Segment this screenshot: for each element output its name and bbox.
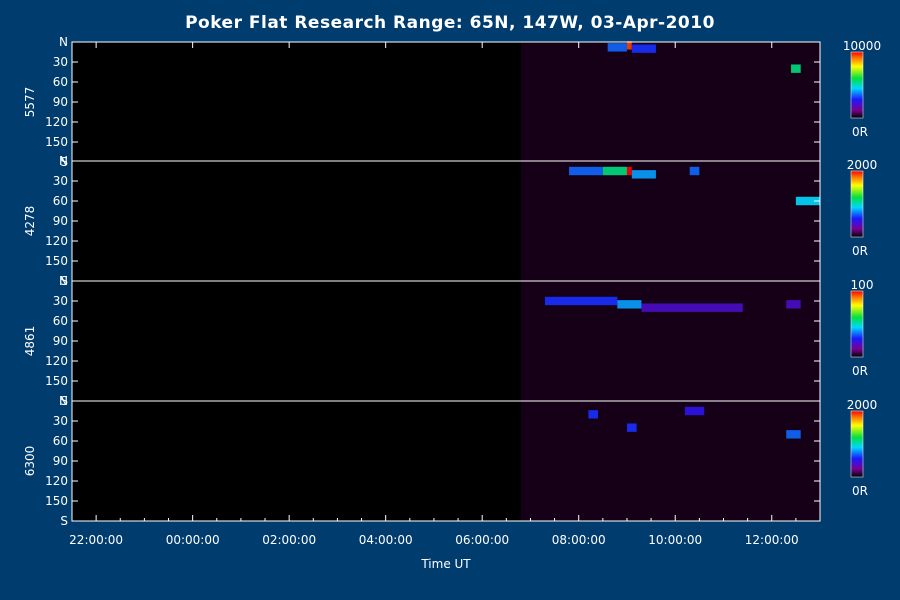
colorbar: [850, 290, 864, 358]
y-tick-label: 60: [53, 75, 68, 89]
y-tick-label: 120: [45, 474, 68, 488]
emission-feature: [626, 166, 632, 176]
y-tick-label: S: [60, 155, 68, 169]
emission-feature: [626, 423, 637, 432]
panel-6300: N 30 60 90 120 150 S 6300 2000 0R: [23, 394, 877, 528]
x-tick-label: 06:00:00: [455, 533, 509, 547]
panel-wavelength-label: 5577: [23, 87, 37, 118]
emission-feature: [786, 300, 801, 309]
panel-4278: N 30 60 90 120 150 S 4278 2000 0R: [23, 154, 877, 288]
data-coverage: [520, 42, 820, 162]
emission-feature: [795, 196, 820, 206]
x-tick-label: 00:00:00: [166, 533, 220, 547]
colorbar-min-label: 0R: [852, 484, 868, 498]
y-tick-label: 90: [53, 214, 68, 228]
emission-feature: [631, 170, 656, 179]
colorbar-max-label: 100: [851, 278, 874, 292]
y-tick-label: 30: [53, 414, 68, 428]
emission-feature: [631, 44, 656, 53]
y-tick-label: 150: [45, 494, 68, 508]
emission-feature: [544, 296, 618, 306]
y-tick-label: 150: [45, 374, 68, 388]
x-tick-label: 10:00:00: [648, 533, 702, 547]
y-tick-label: 90: [53, 95, 68, 109]
emission-feature: [617, 300, 642, 309]
panel-5577: N 30 60 90 120 150 S 5577 10000 0R: [23, 35, 881, 169]
emission-feature: [689, 166, 700, 176]
colorbar-min-label: 0R: [852, 364, 868, 378]
y-tick-label: 60: [53, 434, 68, 448]
chart-title: Poker Flat Research Range: 65N, 147W, 03…: [185, 13, 715, 33]
y-tick-label: 30: [53, 174, 68, 188]
colorbar: [850, 410, 864, 478]
panel-wavelength-label: 6300: [23, 446, 37, 477]
y-tick-label: N: [59, 274, 68, 288]
y-tick-label: 60: [53, 194, 68, 208]
colorbar-min-label: 0R: [852, 125, 868, 139]
y-tick-label: 30: [53, 55, 68, 69]
x-tick-label: 12:00:00: [745, 533, 799, 547]
emission-feature: [641, 303, 743, 312]
x-axis-label: Time UT: [420, 557, 471, 571]
emission-feature: [791, 64, 801, 73]
y-tick-label: N: [59, 154, 68, 168]
x-tick-label: 02:00:00: [262, 533, 316, 547]
emission-feature: [786, 430, 801, 439]
y-tick-label: S: [60, 274, 68, 288]
data-coverage: [520, 401, 820, 521]
colorbar-max-label: 2000: [847, 158, 878, 172]
y-tick-label: 120: [45, 115, 68, 129]
y-tick-label: S: [60, 394, 68, 408]
y-tick-label: 150: [45, 254, 68, 268]
y-tick-label: N: [59, 35, 68, 49]
x-tick-label: 22:00:00: [69, 533, 123, 547]
emission-feature: [569, 166, 603, 176]
panel-wavelength-label: 4861: [23, 326, 37, 357]
y-tick-label: 30: [53, 294, 68, 308]
y-tick-label: N: [59, 394, 68, 408]
data-coverage: [520, 161, 820, 281]
y-tick-label: 150: [45, 135, 68, 149]
y-tick-label: S: [60, 514, 68, 528]
emission-feature: [626, 41, 632, 50]
colorbar: [850, 51, 864, 119]
y-tick-label: 90: [53, 454, 68, 468]
x-tick-label: 04:00:00: [359, 533, 413, 547]
colorbar-min-label: 0R: [852, 244, 868, 258]
panel-wavelength-label: 4278: [23, 206, 37, 237]
panel-4861: N 30 60 90 120 150 S 4861 100 0R: [23, 274, 873, 408]
emission-feature: [607, 43, 627, 52]
emission-feature: [588, 410, 599, 419]
y-tick-label: 60: [53, 314, 68, 328]
emission-feature: [684, 406, 705, 416]
y-tick-label: 120: [45, 354, 68, 368]
emission-feature: [602, 166, 627, 176]
y-tick-label: 90: [53, 334, 68, 348]
x-tick-label: 08:00:00: [552, 533, 606, 547]
y-tick-label: 120: [45, 234, 68, 248]
colorbar: [850, 170, 864, 238]
colorbar-max-label: 2000: [847, 398, 878, 412]
colorbar-max-label: 10000: [843, 39, 881, 53]
